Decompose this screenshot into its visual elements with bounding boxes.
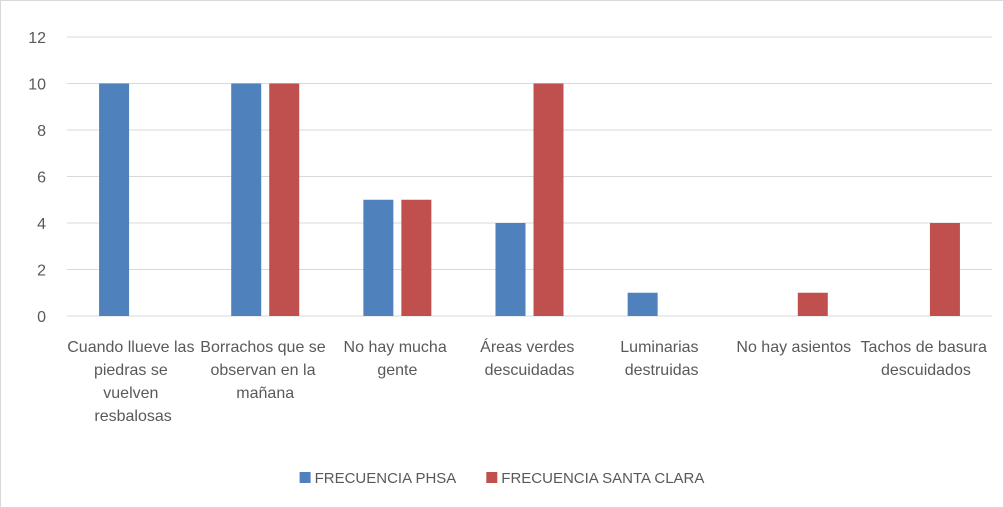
- bar: [231, 83, 262, 316]
- bar: [363, 199, 394, 316]
- legend-swatch: [486, 472, 498, 483]
- y-tick-label: 10: [28, 77, 46, 94]
- x-tick-label: No hay mucha gente: [344, 339, 452, 379]
- y-tick-label: 6: [37, 170, 46, 187]
- y-tick-label: 12: [28, 30, 46, 47]
- bar: [797, 292, 828, 316]
- legend-swatch: [299, 472, 311, 483]
- bar: [929, 223, 960, 316]
- y-tick-label: 4: [37, 216, 46, 233]
- bar: [533, 83, 564, 316]
- y-tick-label: 2: [37, 263, 46, 280]
- x-tick-label: Cuando llueve las piedras se vuelven res…: [67, 339, 199, 425]
- x-tick-label: Áreas verdes descuidadas: [480, 337, 579, 379]
- bar: [401, 199, 432, 316]
- x-tick-label: No hay asientos: [736, 339, 851, 356]
- legend-label: FRECUENCIA PHSA: [315, 470, 457, 487]
- bar: [99, 83, 130, 316]
- x-tick-label: Tachos de basura descuidados: [861, 339, 992, 379]
- bar: [495, 223, 526, 316]
- bar: [269, 83, 300, 316]
- x-tick-label: Borrachos que se observan en la mañana: [200, 339, 330, 402]
- legend-label: FRECUENCIA SANTA CLARA: [501, 470, 704, 487]
- y-tick-label: 0: [37, 309, 46, 326]
- x-tick-label: Luminarias destruidas: [620, 339, 703, 379]
- bar: [627, 292, 658, 316]
- y-tick-label: 8: [37, 123, 46, 140]
